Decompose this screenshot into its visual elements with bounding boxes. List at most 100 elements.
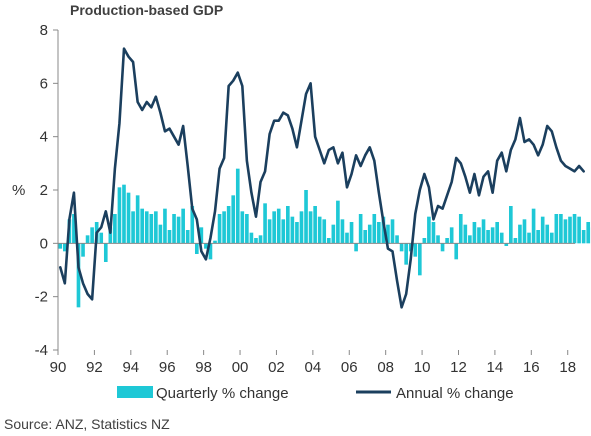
bar: [372, 214, 377, 244]
y-tick-label: 4: [40, 129, 48, 146]
legend-label-quarterly: Quarterly % change: [156, 385, 289, 402]
bar: [458, 214, 463, 244]
bar: [559, 214, 563, 244]
bar: [481, 219, 486, 244]
bar: [463, 224, 468, 244]
bar: [213, 240, 217, 244]
legend-label-annual: Annual % change: [396, 385, 514, 402]
bar: [513, 238, 518, 244]
bar: [286, 206, 290, 244]
bar: [349, 222, 354, 244]
bar: [554, 214, 559, 244]
bar: [367, 224, 372, 244]
bar: [518, 224, 522, 244]
bar: [103, 243, 108, 262]
bar: [340, 219, 345, 244]
x-tick-label: 04: [305, 359, 322, 376]
x-tick-label: 14: [487, 359, 504, 376]
bar: [386, 224, 390, 244]
x-tick-label: 00: [232, 359, 249, 376]
annual-change-line: [58, 47, 585, 309]
bar: [194, 243, 199, 254]
bar: [472, 222, 477, 244]
bar: [377, 222, 381, 244]
bar: [149, 214, 154, 244]
bar: [226, 206, 231, 244]
y-tick-label: -4: [35, 342, 48, 359]
legend-swatch-quarterly: [117, 386, 153, 398]
x-tick-label: 06: [341, 359, 358, 376]
bar: [572, 214, 577, 244]
x-tick-label: 90: [50, 359, 67, 376]
bar: [313, 206, 317, 244]
bar: [326, 238, 331, 244]
bar: [235, 168, 240, 244]
y-tick-label: 6: [40, 75, 48, 92]
bar: [85, 235, 90, 244]
bar: [81, 243, 85, 257]
y-tick-label: 8: [40, 22, 48, 39]
legend: Quarterly % change Annual % change: [117, 385, 514, 402]
bar: [204, 243, 208, 249]
bar: [563, 219, 568, 244]
bar: [308, 211, 313, 244]
bar: [185, 230, 190, 244]
y-axis-label: %: [12, 182, 25, 199]
bar: [477, 227, 481, 244]
bar: [258, 235, 263, 244]
bar: [254, 238, 258, 244]
x-tick-label: 94: [122, 359, 139, 376]
chart-title: Production-based GDP: [70, 2, 224, 18]
bar: [190, 206, 195, 244]
bar: [295, 222, 299, 244]
bar: [427, 216, 431, 244]
bar: [449, 227, 454, 244]
bar: [217, 214, 222, 244]
bar: [249, 232, 254, 244]
bar: [276, 208, 281, 244]
bar: [108, 227, 113, 244]
bar: [199, 227, 204, 244]
bar: [499, 232, 504, 244]
bar: [509, 206, 513, 244]
x-tick-label: 08: [377, 359, 394, 376]
x-tick-label: 92: [86, 359, 103, 376]
bar: [58, 243, 63, 249]
bar: [440, 243, 445, 252]
bar: [531, 208, 536, 244]
bar: [126, 192, 131, 244]
bar: [317, 216, 322, 244]
bar: [158, 224, 163, 244]
bar: [413, 243, 418, 257]
bar: [122, 184, 126, 244]
bar: [549, 232, 554, 244]
bar: [431, 222, 436, 244]
bar: [167, 230, 172, 244]
bar: [399, 243, 404, 252]
bar: [272, 211, 276, 244]
bar: [404, 243, 408, 265]
y-tick-label: 2: [40, 182, 48, 199]
bar: [290, 216, 295, 244]
bar: [208, 243, 213, 260]
bar: [527, 232, 531, 244]
bar: [522, 219, 527, 244]
bar: [345, 232, 349, 244]
bar: [322, 219, 327, 244]
bar: [240, 211, 245, 244]
bar: [181, 208, 185, 244]
bar: [540, 216, 545, 244]
bar: [363, 230, 368, 244]
bar: [72, 214, 76, 244]
x-tick-label: 12: [450, 359, 467, 376]
bar: [436, 235, 440, 244]
bar: [468, 235, 472, 244]
bar: [586, 222, 591, 244]
bar: [545, 224, 550, 244]
bar: [131, 211, 135, 244]
bar: [263, 203, 267, 244]
bar: [486, 230, 490, 244]
line-layer: [58, 47, 585, 309]
bar: [99, 232, 104, 244]
y-tick-label: -2: [35, 289, 48, 306]
